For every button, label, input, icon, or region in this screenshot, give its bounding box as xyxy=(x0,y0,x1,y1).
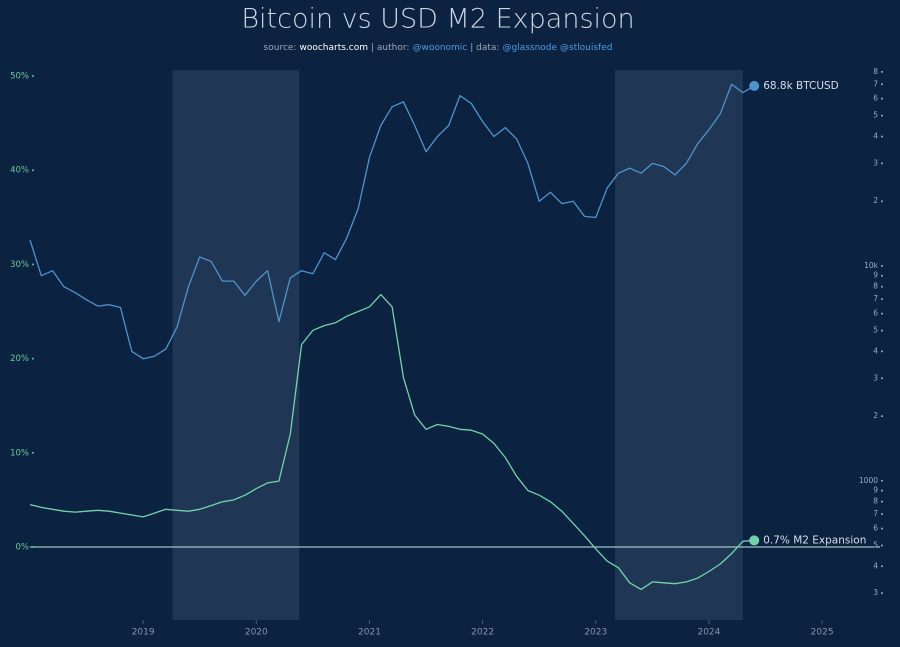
y2-tick-label: 7 xyxy=(873,509,878,518)
y2-tick-label: 2 xyxy=(873,196,878,205)
y-tick-label: 40% xyxy=(10,166,29,176)
end-marker xyxy=(749,535,760,546)
y-tick-label: 0% xyxy=(16,542,30,552)
y2-tick xyxy=(881,162,883,165)
subtitle-part: | author: xyxy=(371,43,409,53)
y-tick xyxy=(32,263,34,266)
y2-tick-label: 9 xyxy=(873,271,878,280)
series-line xyxy=(29,83,755,360)
y2-tick xyxy=(881,415,883,418)
y2-tick xyxy=(881,200,883,203)
chart-subtitle: source: woocharts.com | author: @woonomic | … xyxy=(264,43,613,53)
y2-tick xyxy=(881,500,883,503)
y2-tick-label: 3 xyxy=(873,158,878,167)
x-tick-label: 2024 xyxy=(697,628,720,638)
end-label: 68.8k BTCUSD xyxy=(763,80,839,92)
x-tick-label: 2023 xyxy=(584,628,607,638)
y2-tick-label: 3 xyxy=(873,373,878,382)
y2-tick xyxy=(881,377,883,380)
y2-tick-label: 6 xyxy=(873,309,878,318)
y2-tick xyxy=(881,544,883,547)
series-line xyxy=(29,293,755,591)
y2-tick-label: 4 xyxy=(873,346,878,355)
chart-title: Bitcoin vs USD M2 Expansion xyxy=(241,4,634,35)
end-marker xyxy=(749,80,760,91)
y-tick-label: 30% xyxy=(10,260,29,270)
y2-tick-label: 7 xyxy=(873,79,878,88)
subtitle-part: @glassnode @stlouisfed xyxy=(502,43,612,53)
y-tick xyxy=(32,357,34,360)
x-tick-label: 2020 xyxy=(245,628,268,638)
y-tick-label: 10% xyxy=(10,448,29,458)
subtitle-part: source: xyxy=(264,43,297,53)
y2-tick-label: 5 xyxy=(873,326,878,335)
y2-tick-label: 8 xyxy=(873,497,878,506)
y2-tick xyxy=(881,489,883,492)
y2-tick xyxy=(881,135,883,138)
y2-tick-label: 4 xyxy=(873,561,878,570)
y-tick xyxy=(32,451,34,454)
subtitle-part: @woonomic xyxy=(412,43,467,53)
x-tick-label: 2021 xyxy=(358,628,381,638)
y2-tick xyxy=(881,264,883,267)
y2-tick xyxy=(881,527,883,530)
y2-tick-label: 8 xyxy=(873,282,878,291)
y2-tick xyxy=(881,329,883,332)
y-tick xyxy=(32,169,34,172)
y2-tick xyxy=(881,565,883,568)
y2-tick xyxy=(881,70,883,73)
subtitle-part: | data: xyxy=(470,43,499,53)
y2-tick xyxy=(881,83,883,86)
y2-tick-label: 8 xyxy=(873,67,878,76)
y2-tick-label: 3 xyxy=(873,588,878,597)
y2-tick xyxy=(881,274,883,277)
y2-tick xyxy=(881,298,883,301)
y2-tick xyxy=(881,513,883,516)
y2-tick xyxy=(881,479,883,482)
y2-tick-label: 4 xyxy=(873,132,878,141)
y2-tick-label: 6 xyxy=(873,94,878,103)
y-tick xyxy=(32,545,34,548)
end-label: 0.7% M2 Expansion xyxy=(763,534,866,546)
y2-tick-label: 7 xyxy=(873,294,878,303)
y2-tick xyxy=(881,114,883,117)
y2-tick xyxy=(881,285,883,288)
y2-tick-label: 9 xyxy=(873,486,878,495)
y-tick xyxy=(32,75,34,78)
y2-tick xyxy=(881,350,883,353)
y2-tick-label: 5 xyxy=(873,111,878,120)
x-tick-label: 2022 xyxy=(471,628,494,638)
y2-tick xyxy=(881,97,883,100)
y2-tick-label: 5 xyxy=(873,540,878,549)
y-tick-label: 50% xyxy=(10,72,29,82)
y2-tick xyxy=(881,592,883,595)
x-tick-label: 2019 xyxy=(132,628,155,638)
y2-tick-label: 6 xyxy=(873,523,878,532)
y2-tick xyxy=(881,312,883,315)
shaded-range xyxy=(615,70,743,620)
y2-tick-label: 1000 xyxy=(859,476,878,485)
y2-tick-label: 10k xyxy=(864,261,879,270)
y-tick-label: 20% xyxy=(10,354,29,364)
x-tick-label: 2025 xyxy=(811,628,834,638)
subtitle-part: woocharts.com xyxy=(299,43,368,53)
y2-tick-label: 2 xyxy=(873,411,878,420)
shaded-range xyxy=(172,70,300,620)
